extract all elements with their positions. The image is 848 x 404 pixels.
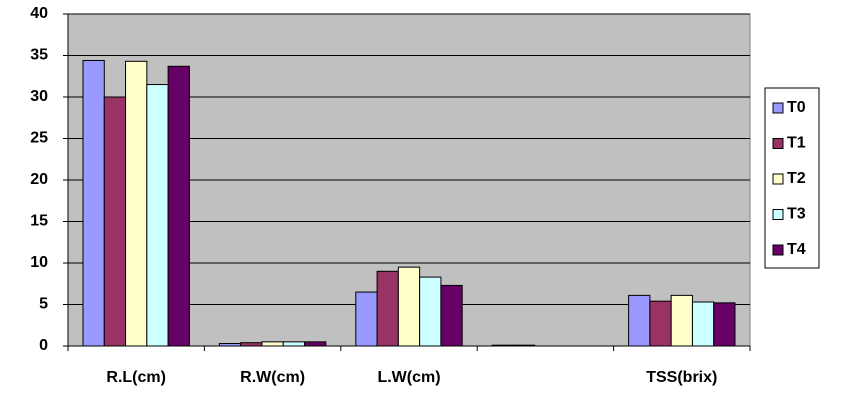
- bar: [649, 300, 672, 347]
- legend-label: T4: [787, 241, 806, 258]
- bar: [628, 294, 651, 347]
- legend-swatch: [772, 138, 784, 149]
- legend-label: T3: [787, 206, 806, 223]
- bar: [419, 276, 442, 347]
- y-tick-label: 25: [30, 130, 48, 147]
- x-tick-label: R.L(cm): [106, 369, 166, 386]
- bar: [146, 84, 169, 347]
- bar: [82, 59, 105, 347]
- x-tick-label: TSS(brix): [646, 369, 717, 386]
- bar: [512, 344, 536, 347]
- legend-swatch: [772, 173, 784, 185]
- legend-label: T1: [787, 135, 806, 152]
- y-tick-label: 30: [30, 88, 48, 105]
- bar: [440, 284, 463, 347]
- bar: [304, 341, 327, 347]
- legend-swatch: [772, 244, 784, 256]
- bar: [713, 302, 736, 347]
- legend-label: T2: [787, 170, 806, 187]
- bar: [491, 344, 514, 347]
- y-tick-label: 0: [39, 337, 48, 354]
- x-tick-label: L.W(cm): [377, 369, 440, 386]
- bar: [261, 341, 284, 347]
- bar: [125, 60, 148, 347]
- y-tick-label: 10: [30, 254, 48, 271]
- bar: [397, 266, 421, 347]
- bar: [670, 294, 693, 347]
- bar: [282, 341, 306, 347]
- y-tick-label: 5: [39, 296, 48, 313]
- y-tick-label: 20: [30, 171, 48, 188]
- legend-swatch: [772, 102, 784, 114]
- legend-swatch: [772, 209, 784, 220]
- bar: [691, 301, 715, 347]
- bar: [218, 343, 242, 347]
- bar: [376, 270, 399, 347]
- bar: [240, 342, 263, 347]
- y-tick-label: 40: [30, 5, 48, 22]
- bar: [355, 291, 378, 347]
- bar: [167, 65, 190, 347]
- y-tick-label: 15: [30, 213, 48, 230]
- legend-label: T0: [787, 99, 806, 116]
- bar: [103, 96, 127, 347]
- y-tick-label: 35: [30, 47, 48, 64]
- x-tick-label: R.W(cm): [240, 369, 305, 386]
